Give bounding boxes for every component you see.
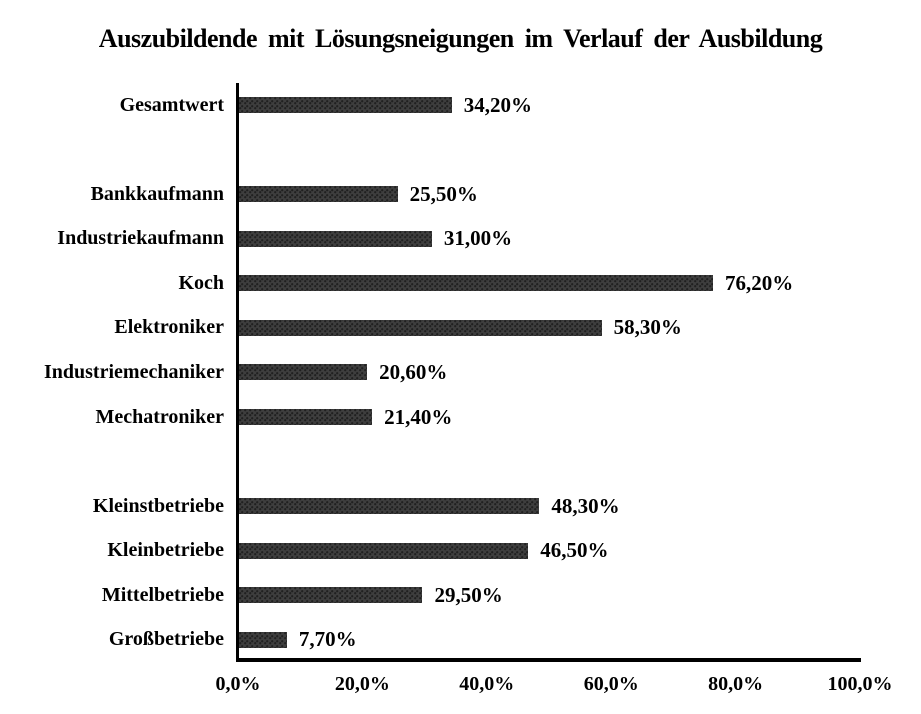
- chart-title: Auszubildende mit Lösungsneigungen im Ve…: [98, 24, 823, 53]
- bar-value-label: 34,20%: [463, 92, 532, 117]
- category-label: Mechatroniker: [95, 405, 225, 428]
- bar-value-label: 31,00%: [443, 226, 513, 251]
- bar-row: 46,50%: [239, 528, 861, 573]
- bar-row: 48,30%: [239, 484, 861, 529]
- x-tick-label: 40,0%: [459, 673, 515, 695]
- bar-row: 58,30%: [239, 306, 861, 351]
- bar-value-label: 21,40%: [384, 404, 453, 429]
- category-label: Kleinbetriebe: [107, 539, 224, 562]
- bar: [239, 631, 287, 648]
- x-tick-label: 100,0%: [827, 673, 893, 695]
- bar: [239, 409, 373, 426]
- bar-row: 7,70%: [239, 617, 861, 662]
- bar: [239, 498, 540, 515]
- bar: [239, 364, 368, 381]
- bar-row: 21,40%: [239, 395, 861, 440]
- bar-row: 29,50%: [239, 573, 861, 618]
- bar-row: 76,20%: [239, 261, 861, 306]
- bar: [239, 275, 713, 292]
- bar: [239, 97, 452, 114]
- category-label: Gesamtwert: [119, 93, 224, 116]
- category-label: Kleinstbetriebe: [92, 494, 224, 517]
- category-label: Industriekaufmann: [57, 227, 224, 250]
- y-axis-category-labels: Gesamtwert Bankkaufmann Industriekaufmann K…: [0, 83, 224, 662]
- bar-row: 31,00%: [239, 217, 861, 262]
- bar-row: 25,50%: [239, 172, 861, 217]
- bar: [239, 186, 398, 203]
- plot-area: 34,20% 25,50% 31,00% 76,20% 58,30% 20,60% 21,4…: [236, 83, 861, 662]
- x-tick-label: 60,0%: [583, 673, 639, 695]
- category-label: Bankkaufmann: [90, 182, 224, 205]
- bar-value-label: 29,50%: [434, 582, 503, 607]
- bar: [239, 230, 432, 247]
- bar-value-label: 20,60%: [379, 359, 448, 384]
- x-tick-label: 80,0%: [708, 673, 764, 695]
- bar-value-label: 25,50%: [409, 181, 478, 206]
- bar-value-label: 76,20%: [724, 270, 794, 295]
- x-axis-tick-labels: 0,0% 20,0% 40,0% 60,0% 80,0% 100,0%: [216, 673, 893, 704]
- bar: [239, 319, 602, 336]
- bar-row: 34,20%: [239, 83, 861, 128]
- bar: [239, 542, 529, 559]
- category-label: Großbetriebe: [108, 628, 224, 651]
- bar-value-label: 58,30%: [613, 315, 682, 340]
- category-label: Koch: [178, 271, 224, 294]
- category-label: Elektroniker: [114, 316, 224, 339]
- x-tick-label: 0,0%: [215, 673, 261, 695]
- x-tick-label: 20,0%: [334, 673, 390, 695]
- category-label: Industriemechaniker: [44, 360, 224, 383]
- bar-value-label: 7,70%: [298, 627, 357, 652]
- bar-value-label: 48,30%: [551, 493, 620, 518]
- bar: [239, 587, 423, 604]
- category-label: Mittelbetriebe: [101, 583, 224, 606]
- bar-value-label: 46,50%: [540, 538, 609, 563]
- bar-row: 20,60%: [239, 350, 861, 395]
